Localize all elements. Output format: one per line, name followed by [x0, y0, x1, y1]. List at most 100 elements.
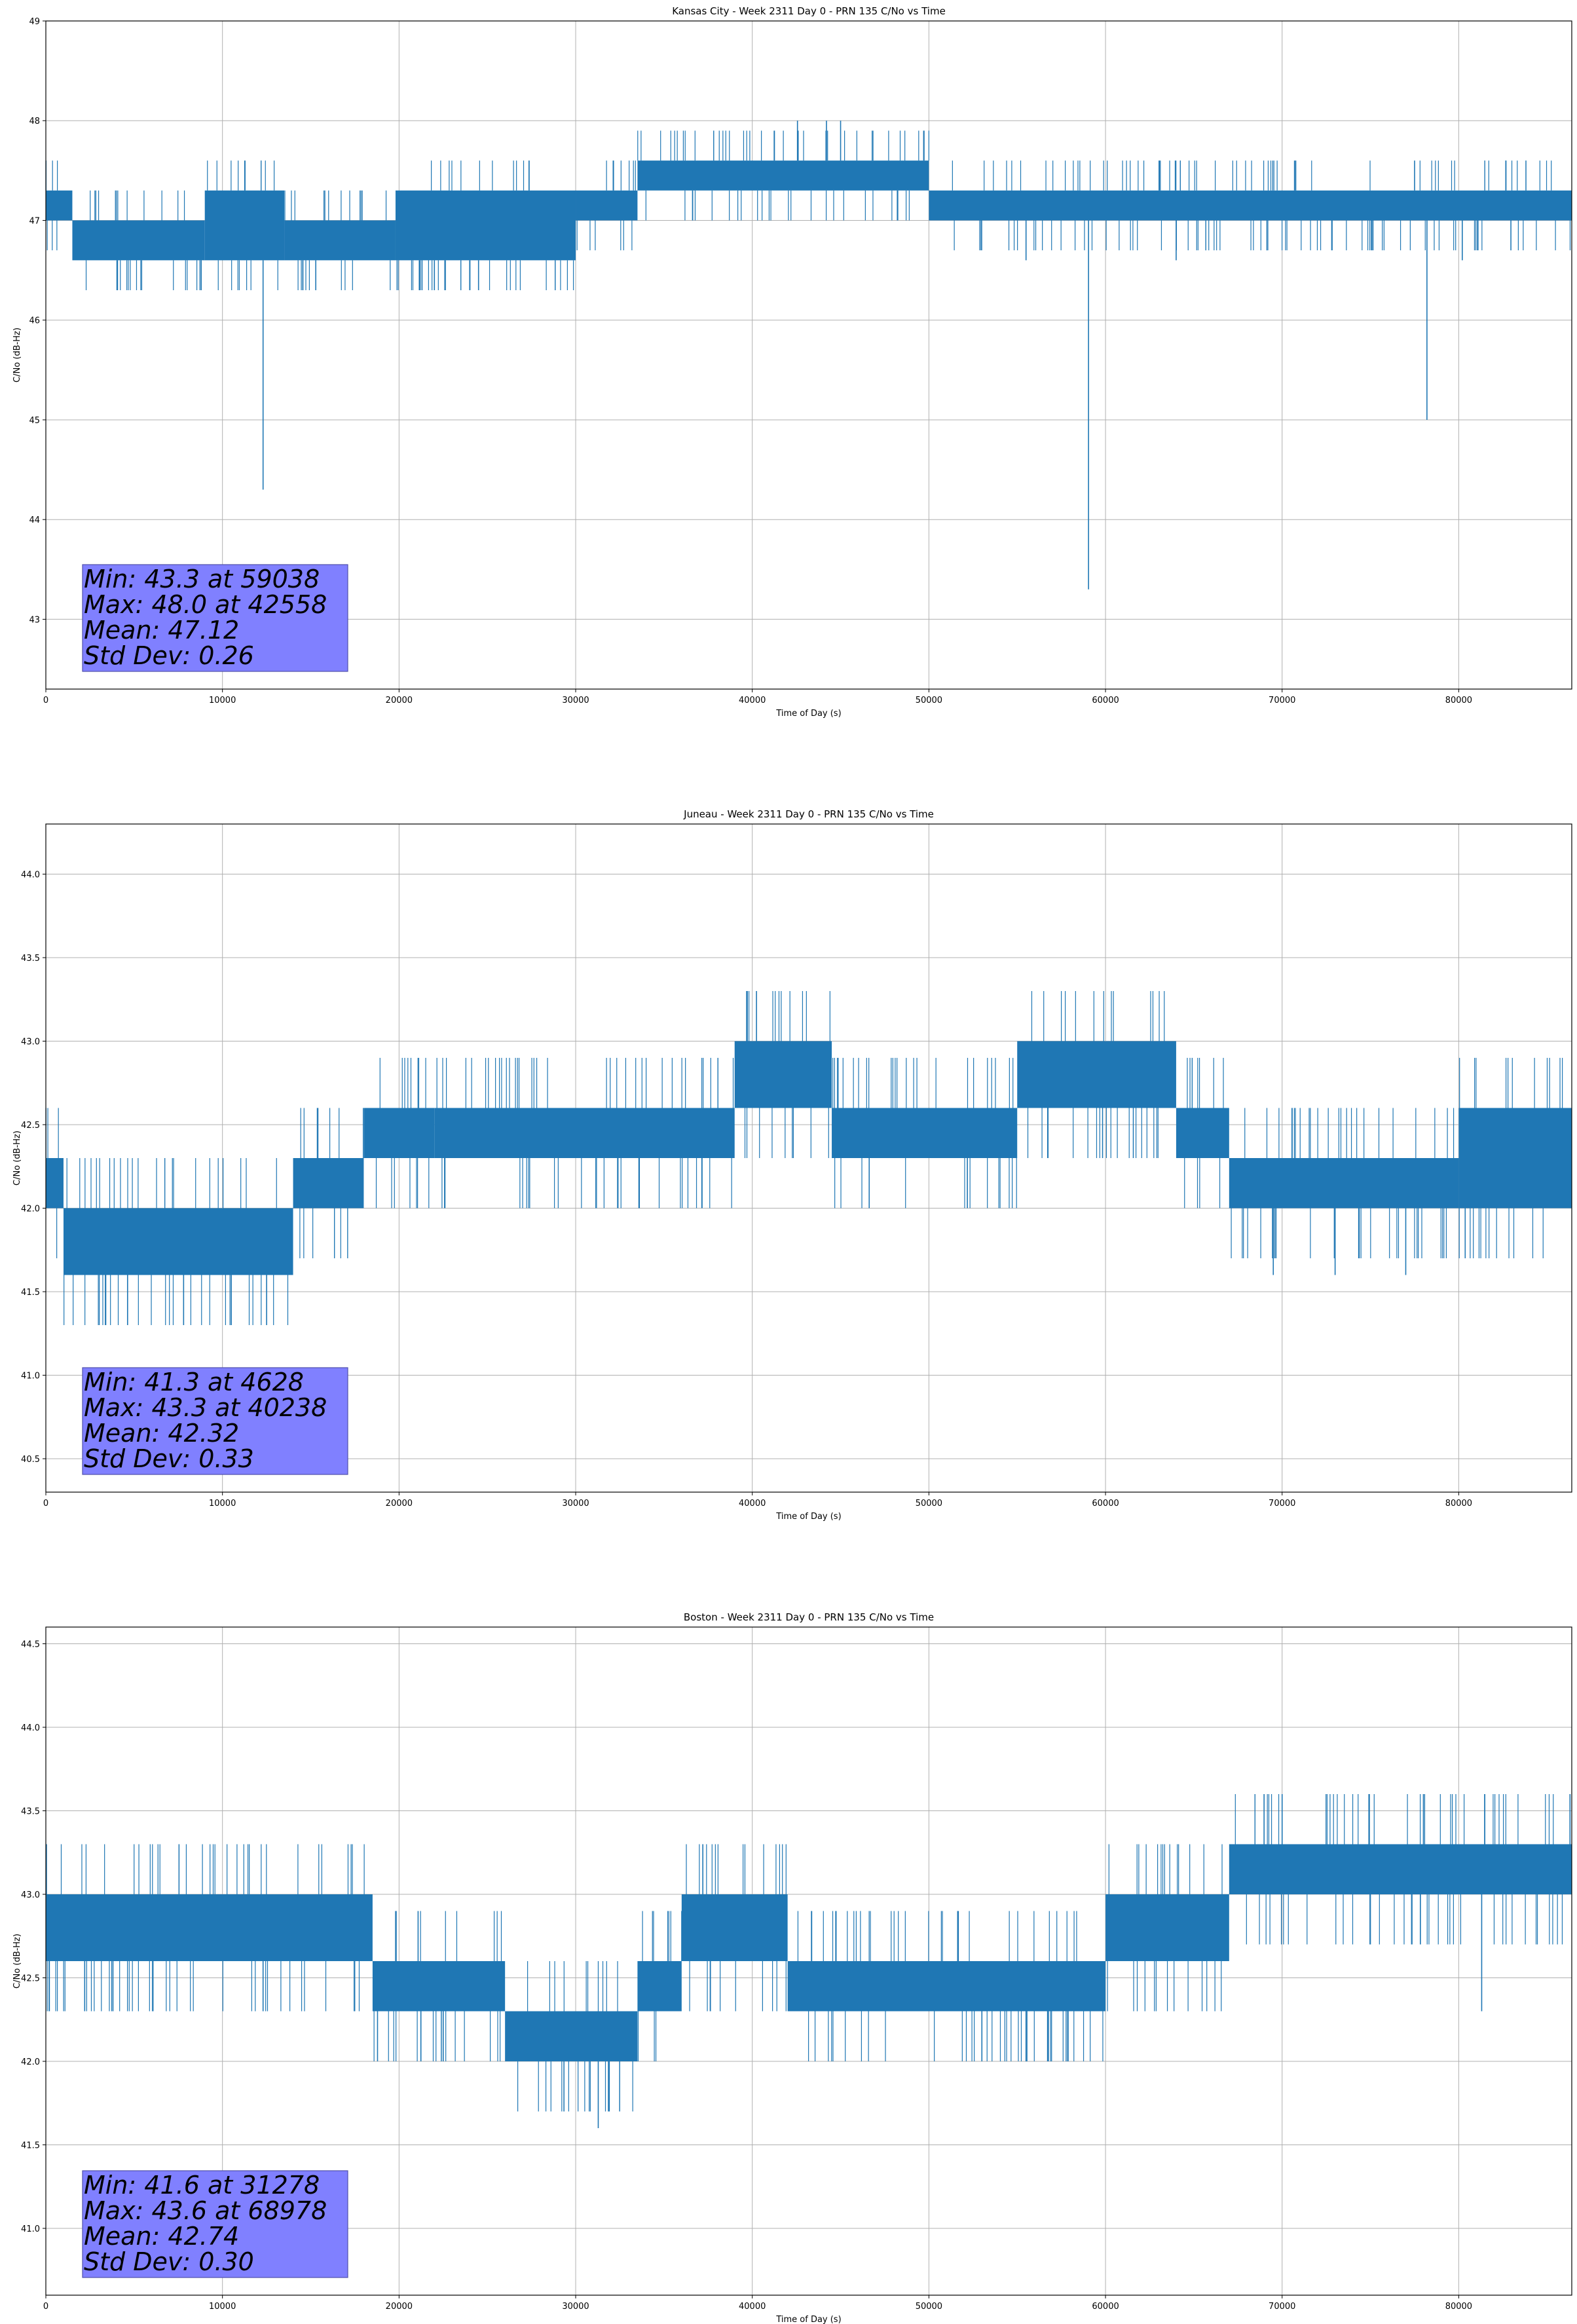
- x-tick-label: 50000: [916, 696, 942, 705]
- stats-box: [82, 2170, 348, 2278]
- y-tick-label: 48: [29, 117, 40, 126]
- stats-line: Min: 41.6 at 31278: [84, 2171, 320, 2200]
- chart-panel-2: 0 10000 20000 30000 40000 50000 60000 70000 8000…: [12, 1611, 1572, 2324]
- y-tick-label: 47: [29, 216, 40, 226]
- data-band: [284, 220, 396, 261]
- data-band: [1105, 1894, 1229, 1961]
- stats-line: Max: 48.0 at 42558: [84, 590, 327, 619]
- x-tick-label: 70000: [1269, 2302, 1295, 2312]
- y-tick-label: 49: [29, 17, 40, 27]
- chart-title: Kansas City - Week 2311 Day 0 - PRN 135 …: [672, 5, 946, 17]
- y-tick-label: 44.0: [21, 871, 40, 880]
- y-tick-label: 43.0: [21, 1038, 40, 1047]
- y-tick-label: 42.0: [21, 2057, 40, 2067]
- data-band: [204, 190, 285, 261]
- y-tick-label: 46: [29, 316, 40, 326]
- x-tick-label: 0: [43, 1499, 48, 1509]
- axes-frame: [45, 20, 1572, 690]
- y-tick-label: 41.0: [21, 1372, 40, 1381]
- x-tick-label: 20000: [386, 1499, 413, 1509]
- x-tick-label: 20000: [386, 2302, 413, 2312]
- x-tick-label: 10000: [209, 696, 236, 705]
- x-tick-label: 0: [43, 696, 48, 705]
- y-tick-label: 41.0: [21, 2224, 40, 2234]
- data-band: [372, 1961, 506, 2012]
- x-tick-label: 40000: [739, 2302, 766, 2312]
- data-band: [681, 1894, 788, 1961]
- x-tick-label: 0: [43, 2302, 48, 2312]
- data-band: [434, 1108, 735, 1158]
- y-tick-label: 43: [29, 615, 40, 625]
- data-band: [72, 220, 205, 261]
- y-axis-label: C/No (dB-Hz): [12, 328, 22, 383]
- data-band: [1176, 1108, 1229, 1158]
- stats-line: Mean: 47.12: [84, 616, 239, 645]
- x-tick-label: 30000: [562, 696, 589, 705]
- chart-panel-0: 0 10000 20000 30000 40000 50000 60000 70000 8000…: [12, 5, 1572, 719]
- stats-line: Mean: 42.32: [84, 1419, 239, 1448]
- y-tick-label: 43.5: [21, 954, 40, 964]
- y-tick-label: 41.5: [21, 1288, 40, 1298]
- x-tick-label: 50000: [916, 2302, 942, 2312]
- data-band: [787, 1961, 1106, 2012]
- stats-box: [82, 564, 348, 672]
- x-tick-label: 80000: [1445, 696, 1472, 705]
- data-band: [734, 1041, 832, 1108]
- data-band: [1458, 1108, 1572, 1209]
- data-band: [832, 1108, 1018, 1158]
- chart-title: Boston - Week 2311 Day 0 - PRN 135 C/No …: [684, 1611, 934, 1623]
- x-tick-label: 10000: [209, 1499, 236, 1509]
- data-band: [1229, 1158, 1459, 1209]
- data-band: [505, 2011, 638, 2061]
- y-tick-label: 44.5: [21, 1640, 40, 1650]
- y-tick-label: 43.5: [21, 1807, 40, 1817]
- x-axis-label: Time of Day (s): [775, 1512, 841, 1522]
- x-axis-label: Time of Day (s): [775, 2315, 841, 2324]
- data-band: [1017, 1041, 1176, 1108]
- x-tick-label: 60000: [1092, 2302, 1119, 2312]
- data-band: [576, 190, 638, 221]
- data-band: [46, 1158, 64, 1209]
- data-band: [395, 190, 576, 261]
- x-tick-label: 30000: [562, 1499, 589, 1509]
- data-band: [1229, 1844, 1572, 1894]
- x-tick-label: 60000: [1092, 1499, 1119, 1509]
- chart-title: Juneau - Week 2311 Day 0 - PRN 135 C/No …: [683, 808, 934, 820]
- data-band: [637, 1961, 682, 2012]
- data-band: [929, 190, 1572, 221]
- x-axis-label: Time of Day (s): [775, 709, 841, 719]
- stats-line: Std Dev: 0.30: [84, 2247, 254, 2276]
- y-tick-label: 42.5: [21, 1974, 40, 1984]
- x-tick-label: 10000: [209, 2302, 236, 2312]
- y-tick-label: 42.0: [21, 1205, 40, 1214]
- y-tick-label: 44: [29, 515, 40, 525]
- chart-panel-1: 0 10000 20000 30000 40000 50000 60000 70000 8000…: [12, 808, 1572, 1522]
- y-tick-label: 42.5: [21, 1121, 40, 1131]
- x-tick-label: 70000: [1269, 696, 1295, 705]
- x-tick-label: 80000: [1445, 2302, 1472, 2312]
- stats-line: Max: 43.6 at 68978: [84, 2196, 327, 2225]
- y-tick-label: 43.0: [21, 1890, 40, 1900]
- stats-line: Max: 43.3 at 40238: [84, 1393, 327, 1422]
- x-tick-label: 70000: [1269, 1499, 1295, 1509]
- data-band: [46, 190, 73, 221]
- y-axis-label: C/No (dB-Hz): [12, 1934, 22, 1989]
- y-tick-label: 40.5: [21, 1455, 40, 1465]
- data-band: [637, 160, 929, 191]
- stats-line: Std Dev: 0.26: [84, 641, 254, 670]
- y-axis-label: C/No (dB-Hz): [12, 1131, 22, 1186]
- x-tick-label: 60000: [1092, 696, 1119, 705]
- x-tick-label: 40000: [739, 1499, 766, 1509]
- data-band: [293, 1158, 364, 1209]
- y-tick-label: 44.0: [21, 1723, 40, 1733]
- data-band: [363, 1108, 435, 1158]
- y-tick-label: 41.5: [21, 2141, 40, 2151]
- x-tick-label: 50000: [916, 1499, 942, 1509]
- x-tick-label: 80000: [1445, 1499, 1472, 1509]
- stats-line: Std Dev: 0.33: [84, 1444, 254, 1473]
- data-band: [46, 1894, 373, 1961]
- x-tick-label: 20000: [386, 696, 413, 705]
- axes-frame: [45, 1626, 1572, 2296]
- stats-line: Min: 43.3 at 59038: [84, 565, 320, 593]
- stats-line: Mean: 42.74: [84, 2222, 239, 2251]
